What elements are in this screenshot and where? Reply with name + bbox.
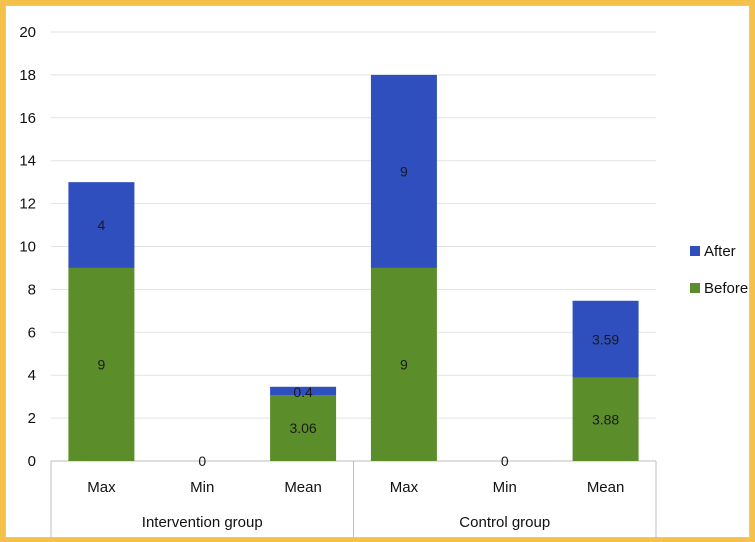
- y-tick-label: 2: [28, 410, 36, 427]
- bar-before: [270, 395, 337, 461]
- data-label-zero: 0: [198, 453, 206, 469]
- stacked-bar-chart: 0 2 4 6 8 10 12 14 16 18 20 9 4 Max 0 Min 3.06 0.4 Mean 9 9 M…: [19, 24, 748, 539]
- data-label-before: 3.88: [592, 411, 619, 427]
- x-category-label: Min: [190, 479, 214, 496]
- data-label-before: 9: [98, 356, 106, 372]
- y-tick-label: 10: [19, 239, 36, 256]
- x-category-label: Min: [493, 479, 517, 496]
- data-label-after: 9: [400, 163, 408, 179]
- bar-before: [572, 377, 639, 461]
- x-group-label: Control group: [459, 514, 550, 531]
- y-tick-label: 20: [19, 24, 36, 41]
- chart-frame: 0 2 4 6 8 10 12 14 16 18 20 9 4 Max 0 Min 3.06 0.4 Mean 9 9 M…: [5, 5, 750, 539]
- bar-after: [572, 300, 639, 378]
- x-category-label: Max: [87, 479, 116, 496]
- legend-swatch: [690, 246, 700, 256]
- data-label-after: 4: [98, 217, 106, 233]
- x-group-label: Intervention group: [142, 514, 263, 531]
- y-tick-label: 16: [19, 110, 36, 127]
- bar-before: [68, 267, 135, 461]
- bar-before: [370, 267, 437, 461]
- data-label-after: 0.4: [293, 384, 313, 400]
- bar-after: [270, 386, 337, 396]
- data-label-before: 3.06: [289, 420, 316, 436]
- data-label-after: 3.59: [592, 331, 619, 347]
- y-tick-label: 6: [28, 324, 36, 341]
- data-label-zero: 0: [501, 453, 509, 469]
- y-tick-label: 12: [19, 196, 36, 213]
- x-category-label: Mean: [587, 479, 625, 496]
- legend-label: Before: [704, 280, 748, 297]
- y-tick-label: 4: [28, 367, 36, 384]
- bar-after: [68, 182, 135, 268]
- y-tick-label: 8: [28, 281, 36, 298]
- data-label-before: 9: [400, 356, 408, 372]
- legend-swatch: [690, 283, 700, 293]
- bar-after: [370, 74, 437, 268]
- x-category-label: Max: [390, 479, 419, 496]
- legend-label: After: [704, 243, 736, 260]
- y-tick-label: 0: [28, 453, 36, 470]
- y-tick-label: 14: [19, 153, 36, 170]
- x-category-label: Mean: [284, 479, 322, 496]
- y-tick-label: 18: [19, 67, 36, 84]
